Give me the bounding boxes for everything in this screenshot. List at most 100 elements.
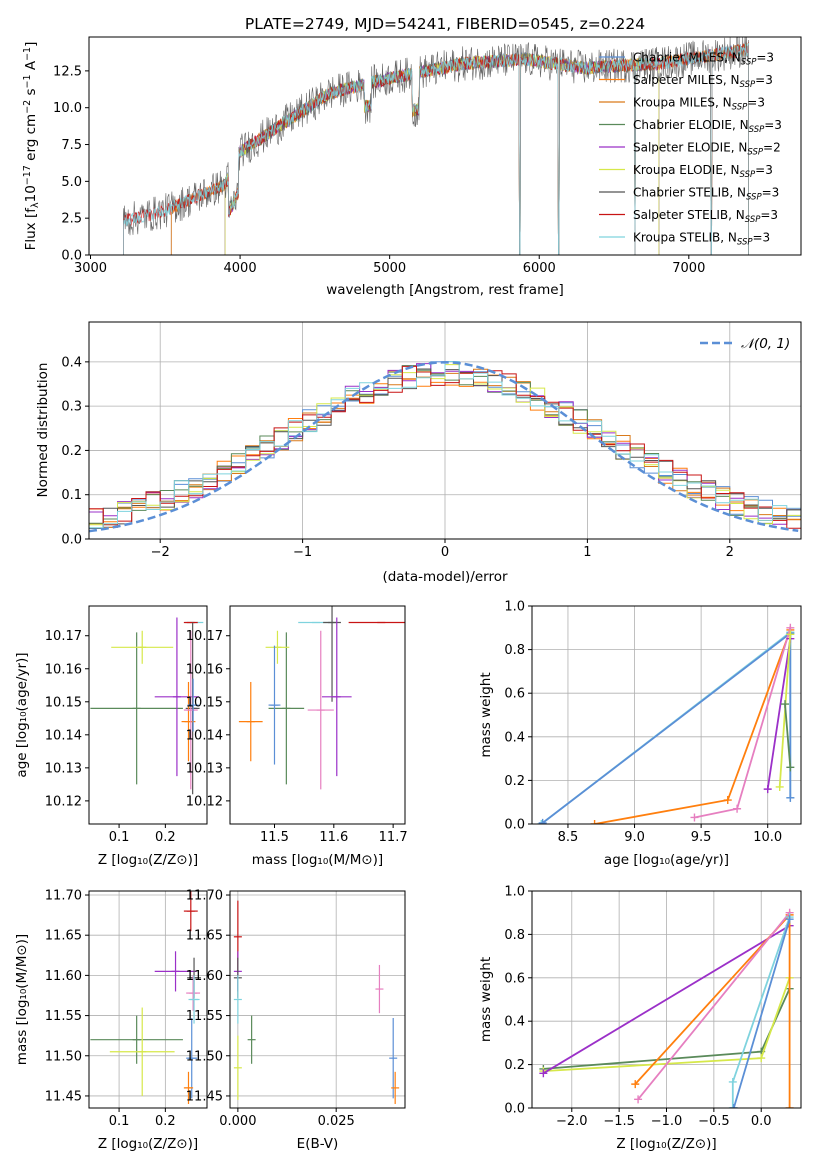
plus-marker: [537, 820, 546, 824]
plus-marker: [539, 1069, 548, 1078]
y-tick-label: 0.4: [504, 1015, 525, 1030]
data-point: [247, 1015, 256, 1064]
y-axis-label: mass [log₁₀(M/M⊙)]: [14, 934, 30, 1065]
y-tick-label: 11.65: [186, 929, 223, 944]
y-tick-label: 10.14: [45, 728, 82, 743]
axes-age_vs_Z: 0.1 0.2 10.12 10.13 10.14 10.15 10.16 10.17: [45, 605, 208, 845]
y-axis-label: Normed distribution: [35, 363, 51, 498]
series-line: [732, 918, 791, 1108]
legend-label: Salpeter MILES, NSSP=3: [633, 73, 773, 90]
series-line: [542, 924, 791, 1075]
plus-marker: [786, 763, 795, 772]
axes-mass_vs_Z: 0.1 0.2 11.45 11.50 11.55 11.60 11.65 11.70: [45, 889, 208, 1129]
x-tick-label: 11.7: [379, 830, 408, 845]
y-tick-label: 11.50: [186, 1049, 223, 1064]
plus-marker: [634, 1095, 643, 1104]
residual-legend: 𝒩(0, 1): [700, 336, 790, 352]
y-tick-label: 11.70: [45, 889, 82, 904]
plot-area: [539, 908, 794, 1108]
y-axis-label: Flux [fλ10−17 erg cm−2 s−1 A−1]: [22, 42, 41, 251]
legend-label: Kroupa ELODIE, NSSP=3: [633, 163, 773, 180]
plus-marker: [590, 820, 599, 824]
data-point: [186, 1017, 198, 1099]
plus-marker: [786, 630, 795, 639]
x-tick-label: 4000: [224, 261, 257, 276]
y-tick-label: 10.16: [186, 662, 223, 677]
data-point: [391, 1071, 400, 1104]
plus-marker: [631, 1080, 640, 1089]
y-tick-label: 10.0: [53, 101, 82, 116]
grid-lines: [89, 322, 801, 540]
x-tick-label: 9.0: [624, 830, 645, 845]
x-tick-label: −2: [151, 545, 170, 560]
y-tick-label: 11.45: [186, 1089, 223, 1104]
axes-frame: [229, 890, 406, 1109]
plus-marker: [757, 1054, 766, 1063]
x-tick-label: −1.0: [651, 1114, 683, 1129]
data-point: [321, 617, 352, 777]
x-tick-label: 6000: [523, 261, 556, 276]
legend-label: Salpeter ELODIE, NSSP=2: [633, 141, 781, 158]
x-tick-label: 0.025: [318, 1114, 355, 1129]
x-tick-label: 8.5: [558, 830, 579, 845]
x-axis-label: Z [log₁₀(Z/Z⊙)]: [98, 852, 198, 868]
x-tick-label: 0: [441, 545, 449, 560]
data-point: [375, 964, 384, 1014]
plus-marker: [763, 785, 772, 794]
x-tick-label: 10.0: [753, 830, 782, 845]
y-tick-label: 0.8: [504, 643, 525, 658]
legend-label: Chabrier MILES, NSSP=3: [633, 51, 774, 68]
plot-area: [89, 361, 801, 533]
legend-label: Salpeter STELIB, NSSP=3: [633, 208, 778, 225]
x-axis-label: Z [log₁₀(Z/Z⊙)]: [616, 1136, 716, 1152]
x-tick-label: 2: [726, 545, 734, 560]
y-tick-label: 0.2: [61, 444, 82, 459]
axes-frame: [229, 605, 406, 825]
plot-area: [537, 623, 795, 824]
data-point: [90, 1015, 183, 1064]
axes-frame: [531, 605, 802, 825]
y-tick-label: 0.0: [61, 533, 82, 548]
data-point: [233, 975, 242, 1024]
y-tick-label: 11.55: [186, 1009, 223, 1024]
grid-lines: [230, 891, 405, 1108]
x-tick-label: −1: [293, 545, 312, 560]
axes-spectrum: 3000 4000 5000 6000 7000 0.0 2.5 5.0 7.5 10.0 12.5…: [53, 36, 802, 276]
y-tick-label: 0.6: [504, 971, 525, 986]
y-tick-label: 10.15: [186, 695, 223, 710]
data-point: [307, 630, 334, 790]
y-tick-label: 2.5: [61, 212, 82, 227]
x-tick-label: −2.0: [556, 1114, 588, 1129]
y-tick-label: 0.8: [504, 928, 525, 943]
y-tick-label: 0.3: [61, 400, 82, 415]
axes-frame: [88, 36, 802, 256]
y-tick-label: 0.2: [504, 1058, 525, 1073]
histogram-step-line: [89, 365, 801, 529]
plus-marker: [785, 915, 794, 924]
data-point: [90, 632, 183, 785]
spectrum-series-line: [123, 42, 749, 255]
data-point: [154, 951, 197, 992]
y-tick-label: 0.0: [61, 249, 82, 264]
plus-marker: [723, 796, 732, 805]
x-tick-label: −0.5: [698, 1114, 730, 1129]
y-tick-label: 1.0: [504, 885, 525, 900]
y-tick-label: 0.0: [504, 818, 525, 833]
series-line: [634, 912, 791, 1108]
plot-area: [90, 617, 204, 795]
data-point: [238, 681, 263, 762]
axes-age_vs_mass: 11.5 11.6 11.7 10.12 10.13 10.14 10.15 10.16 10.…: [186, 605, 408, 845]
plus-marker: [728, 1077, 737, 1086]
spectrum-legend: Chabrier MILES, NSSP=3 Salpeter MILES, NS…: [599, 51, 782, 248]
x-tick-label: −1.5: [603, 1114, 635, 1129]
x-tick-label: 0.1: [109, 1114, 130, 1129]
y-tick-label: 7.5: [61, 138, 82, 153]
series-line: [637, 912, 791, 1100]
y-tick-label: 1.0: [504, 600, 525, 615]
y-tick-label: 0.4: [61, 355, 82, 370]
y-tick-label: 10.15: [45, 695, 82, 710]
axes-massweight_vs_age: 8.5 9.0 9.5 10.0 0.0 0.2 0.4 0.6 0.8 1.0: [504, 600, 802, 845]
legend-label: Chabrier STELIB, NSSP=3: [633, 186, 779, 203]
x-tick-label: 7000: [672, 261, 705, 276]
